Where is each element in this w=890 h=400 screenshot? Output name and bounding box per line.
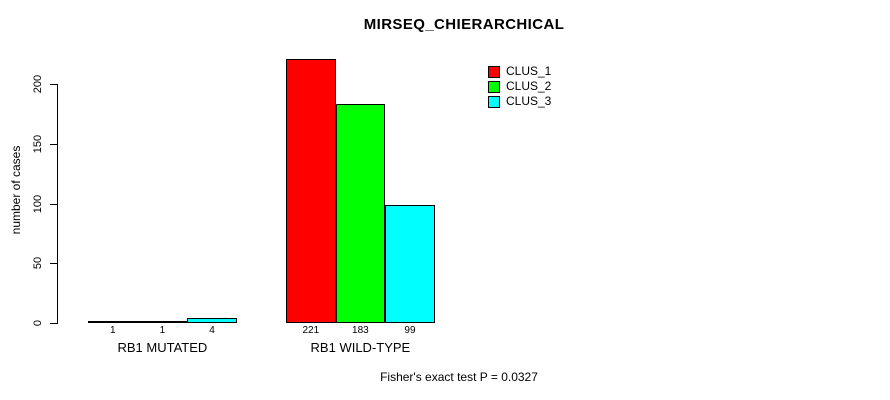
y-axis-line: [57, 84, 58, 324]
legend-label: CLUS_1: [506, 64, 552, 78]
y-tick: [50, 204, 57, 205]
legend-swatch-clus_1: [488, 65, 500, 78]
fisher-test-annotation: Fisher's exact test P = 0.0327: [380, 370, 538, 384]
y-tick: [50, 263, 57, 264]
legend-swatch-clus_2: [488, 80, 500, 93]
bar-clus_2-2: [335, 104, 386, 323]
bar-clus_1-1: [88, 320, 138, 323]
bar-clus_3-2: [385, 204, 435, 323]
y-tick-label: 100: [32, 194, 44, 213]
bar-value-label: 4: [209, 325, 215, 336]
legend-item-clus_1: CLUS_1: [488, 64, 551, 79]
y-tick: [50, 144, 57, 145]
y-tick: [50, 323, 57, 324]
chart-title: MIRSEQ_CHIERARCHICAL: [363, 16, 565, 33]
bar-value-label: 183: [352, 325, 369, 336]
legend-item-clus_2: CLUS_2: [488, 79, 551, 94]
bar-clus_3-1: [187, 318, 237, 323]
y-tick: [50, 84, 57, 85]
bar-value-label: 99: [404, 325, 416, 336]
bar-value-label: 221: [302, 325, 320, 336]
legend-label: CLUS_2: [506, 79, 552, 93]
bar-clus_2-1: [137, 320, 188, 323]
x-category-label: RB1 MUTATED: [117, 340, 208, 355]
y-tick-label: 0: [32, 319, 44, 327]
legend-swatch-clus_3: [488, 95, 500, 108]
y-tick-label: 50: [32, 257, 44, 270]
bar-clus_1-2: [286, 58, 336, 323]
y-axis-label: number of cases: [9, 145, 23, 235]
legend-label: CLUS_3: [506, 94, 552, 108]
legend-item-clus_3: CLUS_3: [488, 94, 551, 109]
bar-value-label: 1: [110, 325, 116, 336]
bar-value-label: 1: [159, 325, 166, 336]
x-category-label: RB1 WILD-TYPE: [310, 340, 411, 355]
y-tick-label: 200: [32, 74, 44, 94]
y-tick-label: 150: [32, 134, 44, 153]
